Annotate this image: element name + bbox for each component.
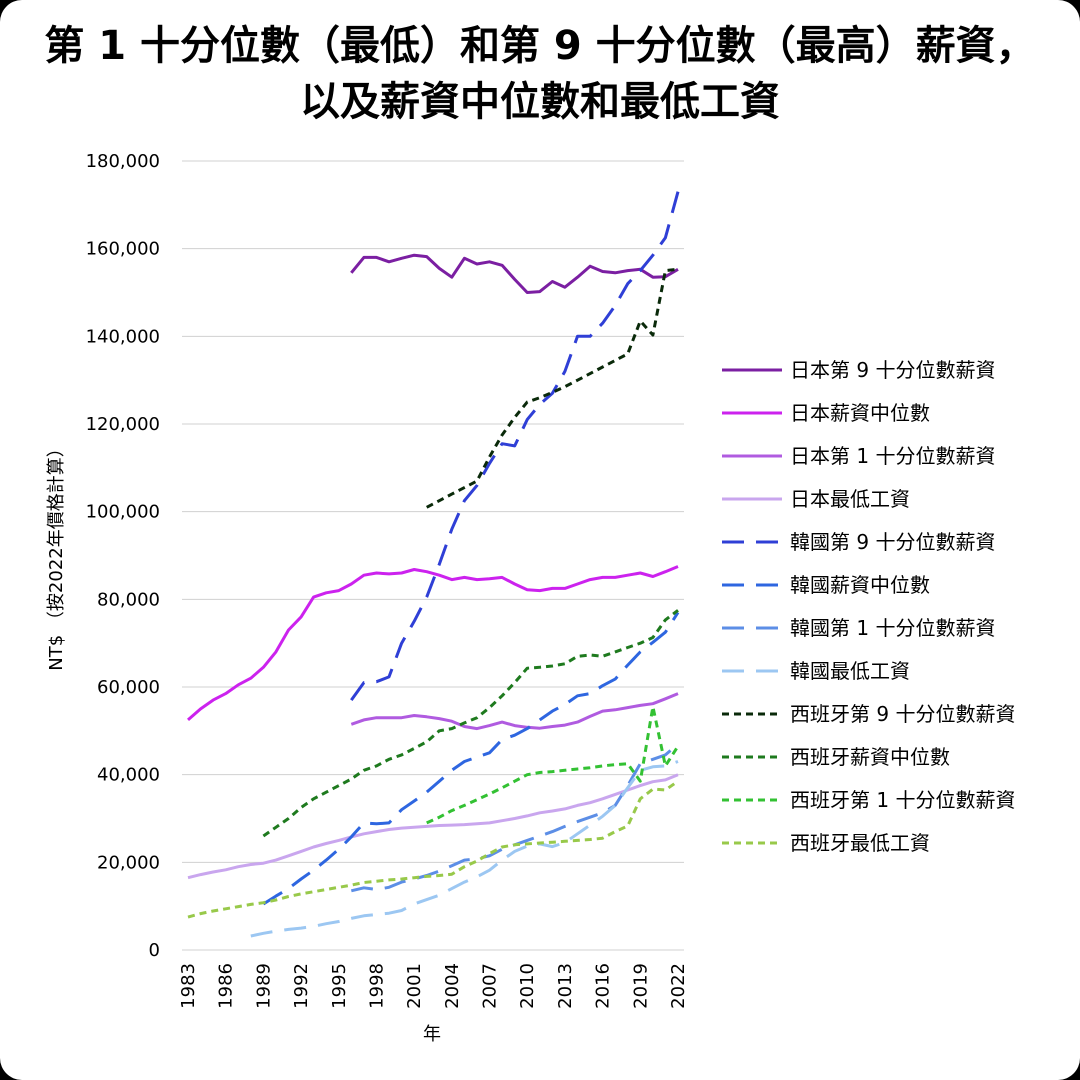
y-tick-label: 140,000 bbox=[86, 326, 160, 347]
y-tick-labels: 0 20,000 40,000 60,000 80,000 100,000 120,000 1… bbox=[86, 151, 160, 961]
x-tick-label: 2010 bbox=[517, 963, 538, 1009]
x-axis-label: 年 bbox=[423, 1024, 441, 1045]
legend-label: 日本最低工資 bbox=[790, 487, 910, 511]
y-tick-label: 100,000 bbox=[86, 502, 160, 523]
legend-label: 日本第 1 十分位數薪資 bbox=[790, 444, 995, 468]
legend-label: 韓國第 9 十分位數薪資 bbox=[790, 530, 995, 554]
x-tick-label: 2016 bbox=[593, 963, 614, 1009]
legend-label: 西班牙第 9 十分位數薪資 bbox=[790, 702, 1015, 726]
y-tick-label: 20,000 bbox=[97, 852, 160, 873]
x-tick-label: 2022 bbox=[668, 963, 689, 1009]
legend-label: 韓國第 1 十分位數薪資 bbox=[790, 616, 995, 640]
x-tick-label: 1998 bbox=[366, 963, 387, 1009]
legend-label: 西班牙薪資中位數 bbox=[790, 745, 950, 769]
legend-label: 韓國最低工資 bbox=[790, 659, 910, 683]
x-tick-label: 2004 bbox=[442, 963, 463, 1009]
grid-lines bbox=[182, 160, 684, 951]
series-line bbox=[426, 705, 680, 825]
y-tick-label: 60,000 bbox=[97, 677, 160, 698]
series-line bbox=[426, 267, 679, 509]
x-tick-label: 2019 bbox=[630, 963, 651, 1009]
series-line bbox=[262, 609, 679, 838]
legend-label: 西班牙最低工資 bbox=[790, 831, 930, 855]
y-axis-label: NT$ （按2022年價格計算） bbox=[46, 439, 67, 670]
series-line bbox=[250, 760, 679, 938]
x-tick-label: 1995 bbox=[329, 963, 350, 1009]
series-line bbox=[187, 773, 679, 880]
x-tick-label: 1989 bbox=[253, 963, 274, 1009]
legend-label: 韓國薪資中位數 bbox=[790, 573, 930, 597]
y-tick-label: 160,000 bbox=[86, 239, 160, 260]
y-tick-label: 80,000 bbox=[97, 589, 160, 610]
x-tick-label: 1983 bbox=[178, 963, 199, 1009]
series-line bbox=[350, 191, 680, 701]
legend-label: 日本薪資中位數 bbox=[790, 401, 930, 425]
y-tick-label: 120,000 bbox=[86, 414, 160, 435]
legend-label: 西班牙第 1 十分位數薪資 bbox=[790, 788, 1015, 812]
x-tick-labels: 1983 1986 1989 1992 1995 1998 2001 2004 2007 2010… bbox=[178, 963, 689, 1009]
x-tick-label: 1992 bbox=[291, 963, 312, 1009]
series-line bbox=[262, 611, 680, 906]
series-lines bbox=[187, 191, 680, 938]
legend-label: 日本第 9 十分位數薪資 bbox=[790, 358, 995, 382]
y-tick-label: 180,000 bbox=[86, 151, 160, 172]
x-tick-label: 2007 bbox=[480, 963, 501, 1009]
x-tick-label: 1986 bbox=[216, 963, 237, 1009]
chart-title: 第 1 十分位數（最低）和第 9 十分位數（最高）薪資，以及薪資中位數和最低工資 bbox=[44, 23, 1036, 125]
x-tick-label: 2013 bbox=[555, 963, 576, 1009]
y-tick-label: 40,000 bbox=[97, 765, 160, 786]
series-line bbox=[350, 692, 679, 731]
y-tick-label: 0 bbox=[149, 940, 160, 961]
x-tick-label: 2001 bbox=[404, 963, 425, 1009]
series-line bbox=[350, 253, 679, 294]
series-line bbox=[187, 565, 679, 722]
